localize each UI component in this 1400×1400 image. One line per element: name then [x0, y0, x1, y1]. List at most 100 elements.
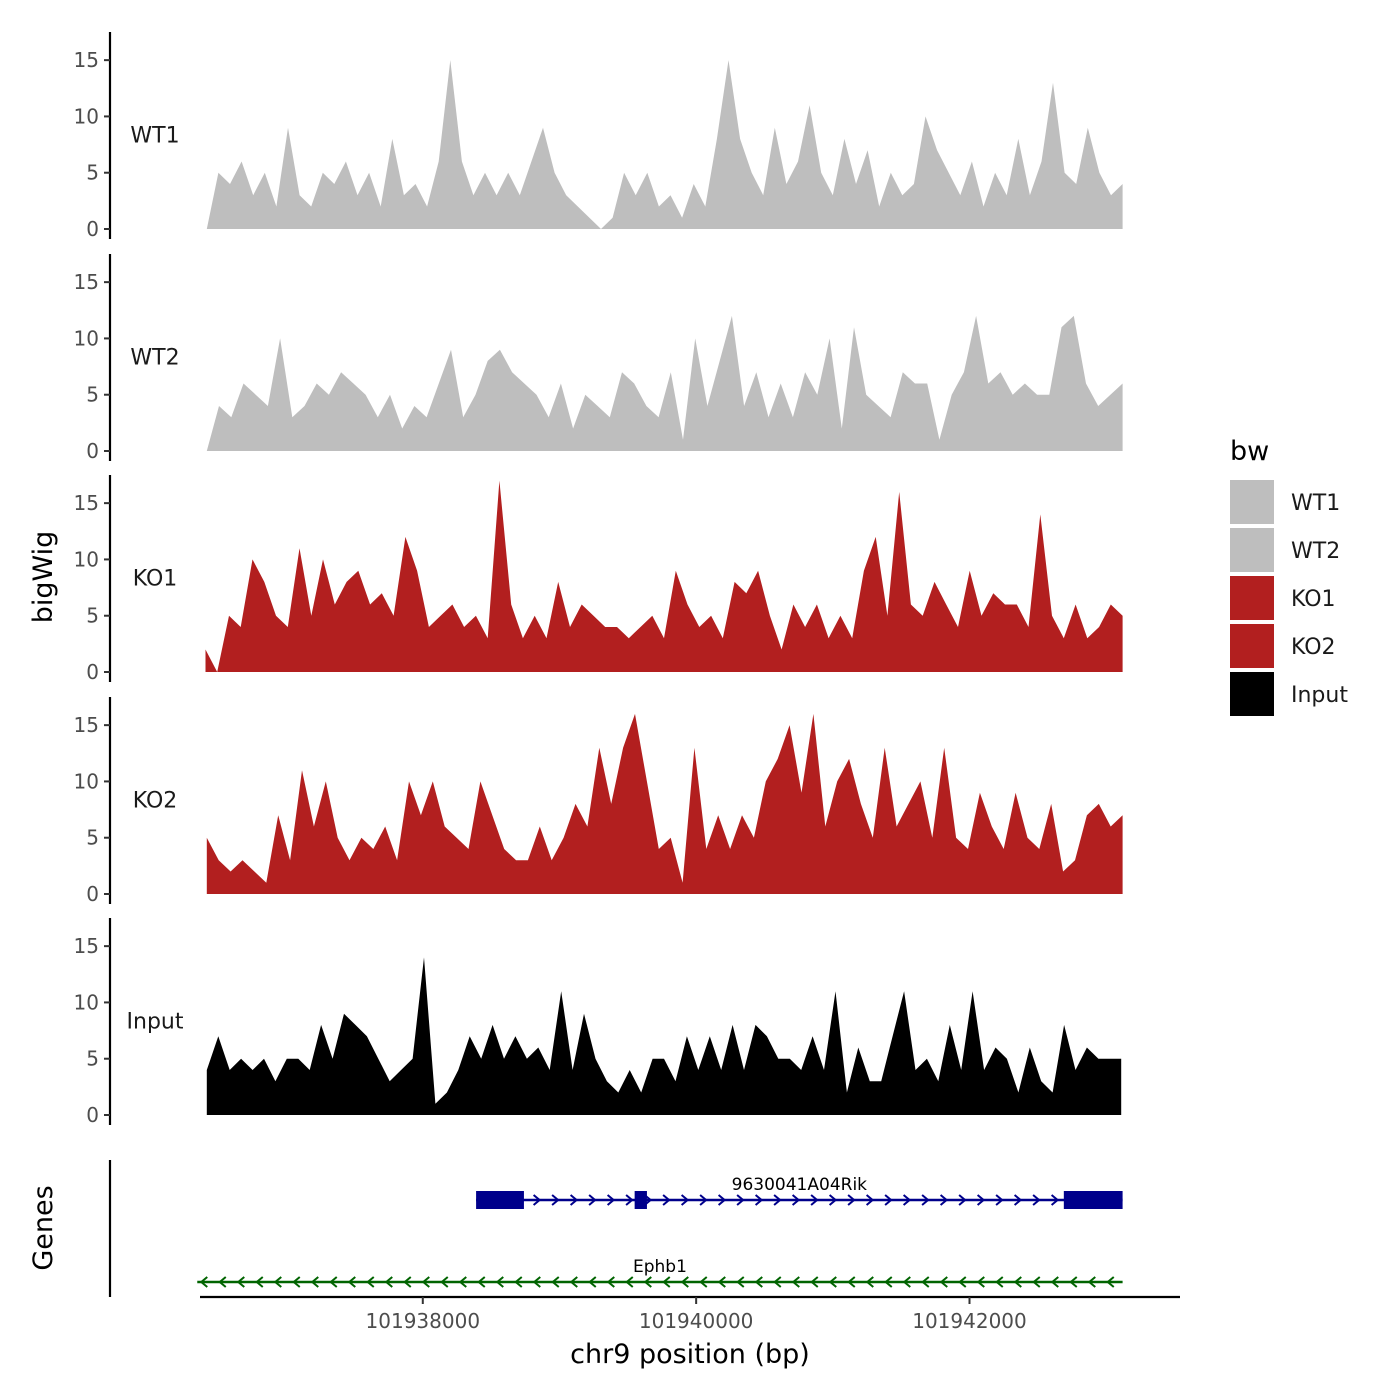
legend-label-input: Input: [1291, 683, 1348, 708]
exon-9630041a04rik-3: [1063, 1191, 1123, 1209]
gene-label-9630041a04rik: 9630041A04Rik: [732, 1175, 868, 1195]
legend-swatch-wt1: [1230, 480, 1274, 524]
gene-track: 9630041A04Rik Ephb1: [108, 1160, 1123, 1297]
strand-arrow-ephb1: [939, 1276, 948, 1288]
y-tick-label-input-5: 5: [86, 1047, 99, 1071]
y-tick-label-ko1-10: 10: [74, 547, 99, 571]
strand-arrow-ephb1: [625, 1276, 634, 1288]
area-wt1: [206, 60, 1123, 229]
x-tick-label-101942000: 101942000: [912, 1309, 1027, 1333]
legend-label-wt1: WT1: [1291, 491, 1340, 516]
strand-arrow-ephb1: [606, 1276, 615, 1288]
strand-arrow-ephb1: [699, 1276, 708, 1288]
strand-arrow-9630041a04rik: [1050, 1194, 1060, 1206]
strand-arrow-9630041a04rik: [884, 1194, 893, 1206]
strand-arrow-ephb1: [421, 1276, 430, 1288]
strand-arrow-9630041a04rik: [680, 1194, 690, 1206]
legend-label-ko2: KO2: [1291, 635, 1336, 660]
legend-label-ko1: KO1: [1291, 587, 1336, 612]
strand-arrow-ephb1: [495, 1276, 504, 1288]
y-tick-label-wt2-10: 10: [74, 326, 99, 350]
track-label-ko1: KO1: [133, 567, 178, 592]
strand-arrow-9630041a04rik: [939, 1194, 949, 1206]
strand-arrow-9630041a04rik: [699, 1194, 708, 1206]
strand-arrow-ephb1: [717, 1276, 726, 1288]
x-tick-label-101940000: 101940000: [639, 1309, 754, 1333]
strand-arrow-ephb1: [736, 1276, 745, 1288]
strand-arrow-ephb1: [902, 1276, 911, 1288]
y-tick-label-ko1-5: 5: [86, 604, 99, 628]
y-tick-label-wt1-5: 5: [86, 161, 99, 185]
legend-swatch-ko1: [1230, 576, 1274, 620]
track-label-wt1: WT1: [130, 124, 179, 149]
strand-arrow-ephb1: [292, 1276, 301, 1288]
legend-swatch-input: [1230, 672, 1274, 716]
y-tick-label-wt2-5: 5: [86, 383, 99, 407]
x-axis: 101938000 101940000 101942000: [200, 1295, 1180, 1333]
strand-arrow-9630041a04rik: [828, 1194, 838, 1206]
strand-arrow-ephb1: [865, 1276, 874, 1288]
strand-arrow-ephb1: [458, 1276, 467, 1288]
strand-arrow-9630041a04rik: [902, 1194, 912, 1206]
y-tick-label-wt1-0: 0: [86, 217, 99, 241]
strand-arrow-ephb1: [1013, 1276, 1022, 1288]
strand-arrow-9630041a04rik: [995, 1194, 1004, 1206]
legend-swatch-ko2: [1230, 624, 1274, 668]
strand-arrow-ephb1: [273, 1276, 282, 1288]
genes-track-title: Genes: [28, 1185, 59, 1270]
strand-arrow-ephb1: [440, 1276, 449, 1288]
exon-9630041a04rik-2: [634, 1191, 647, 1209]
y-tick-label-ko2-0: 0: [86, 882, 99, 906]
legend: bw WT1 WT2 KO1 KO2 Input: [1230, 436, 1348, 716]
strand-arrow-ephb1: [477, 1276, 486, 1288]
strand-arrow-9630041a04rik: [921, 1194, 930, 1206]
area-ko2: [206, 713, 1123, 894]
strand-arrow-ephb1: [1087, 1276, 1096, 1288]
strand-arrow-ephb1: [995, 1276, 1004, 1288]
strand-arrow-9630041a04rik: [625, 1194, 634, 1206]
strand-arrow-ephb1: [847, 1276, 856, 1288]
track-ko1: 0 5 10 15 KO1: [74, 475, 1123, 684]
strand-arrow-ephb1: [569, 1276, 578, 1288]
x-tick-label-101938000: 101938000: [366, 1309, 481, 1333]
strand-arrow-ephb1: [1050, 1276, 1059, 1288]
strand-arrow-ephb1: [366, 1276, 375, 1288]
strand-arrow-ephb1: [329, 1276, 338, 1288]
strand-arrow-9630041a04rik: [717, 1194, 727, 1206]
strand-arrow-ephb1: [1106, 1276, 1115, 1288]
y-tick-label-input-0: 0: [86, 1103, 99, 1127]
area-ko1: [205, 480, 1123, 672]
strand-arrow-ephb1: [514, 1276, 523, 1288]
strand-arrow-ephb1: [255, 1276, 264, 1288]
track-input: 0 5 10 15 Input: [74, 918, 1122, 1127]
strand-arrow-ephb1: [347, 1276, 356, 1288]
strand-arrow-ephb1: [199, 1276, 208, 1288]
strand-arrow-ephb1: [976, 1276, 985, 1288]
strand-arrow-9630041a04rik: [847, 1194, 856, 1206]
coverage-tracks: 0 5 10 15 WT1 0 5 10 15 WT2 0 5 10 15 KO1 0 5 10 15 KO2 0 5 10…: [74, 32, 1123, 1127]
y-tick-label-ko1-15: 15: [74, 491, 99, 515]
y-axis-title: bigWig: [28, 531, 59, 624]
strand-arrow-ephb1: [828, 1276, 837, 1288]
y-tick-label-wt2-15: 15: [74, 270, 99, 294]
strand-arrow-ephb1: [588, 1276, 597, 1288]
legend-label-wt2: WT2: [1291, 539, 1340, 564]
strand-arrow-9630041a04rik: [1013, 1194, 1023, 1206]
strand-arrow-ephb1: [662, 1276, 671, 1288]
strand-arrow-ephb1: [921, 1276, 930, 1288]
track-wt2: 0 5 10 15 WT2: [74, 254, 1123, 463]
strand-arrow-ephb1: [791, 1276, 800, 1288]
strand-arrow-9630041a04rik: [662, 1194, 671, 1206]
track-label-wt2: WT2: [130, 346, 179, 371]
gene-9630041a04rik: 9630041A04Rik: [476, 1175, 1123, 1209]
strand-arrow-9630041a04rik: [958, 1194, 967, 1206]
y-tick-label-input-10: 10: [74, 990, 99, 1014]
strand-arrow-ephb1: [310, 1276, 319, 1288]
y-tick-label-input-15: 15: [74, 934, 99, 958]
y-tick-label-ko2-10: 10: [74, 769, 99, 793]
strand-arrow-9630041a04rik: [791, 1194, 801, 1206]
y-tick-label-wt1-10: 10: [74, 104, 99, 128]
strand-arrow-9630041a04rik: [551, 1194, 560, 1206]
strand-arrow-ephb1: [236, 1276, 245, 1288]
legend-title: bw: [1230, 436, 1269, 467]
